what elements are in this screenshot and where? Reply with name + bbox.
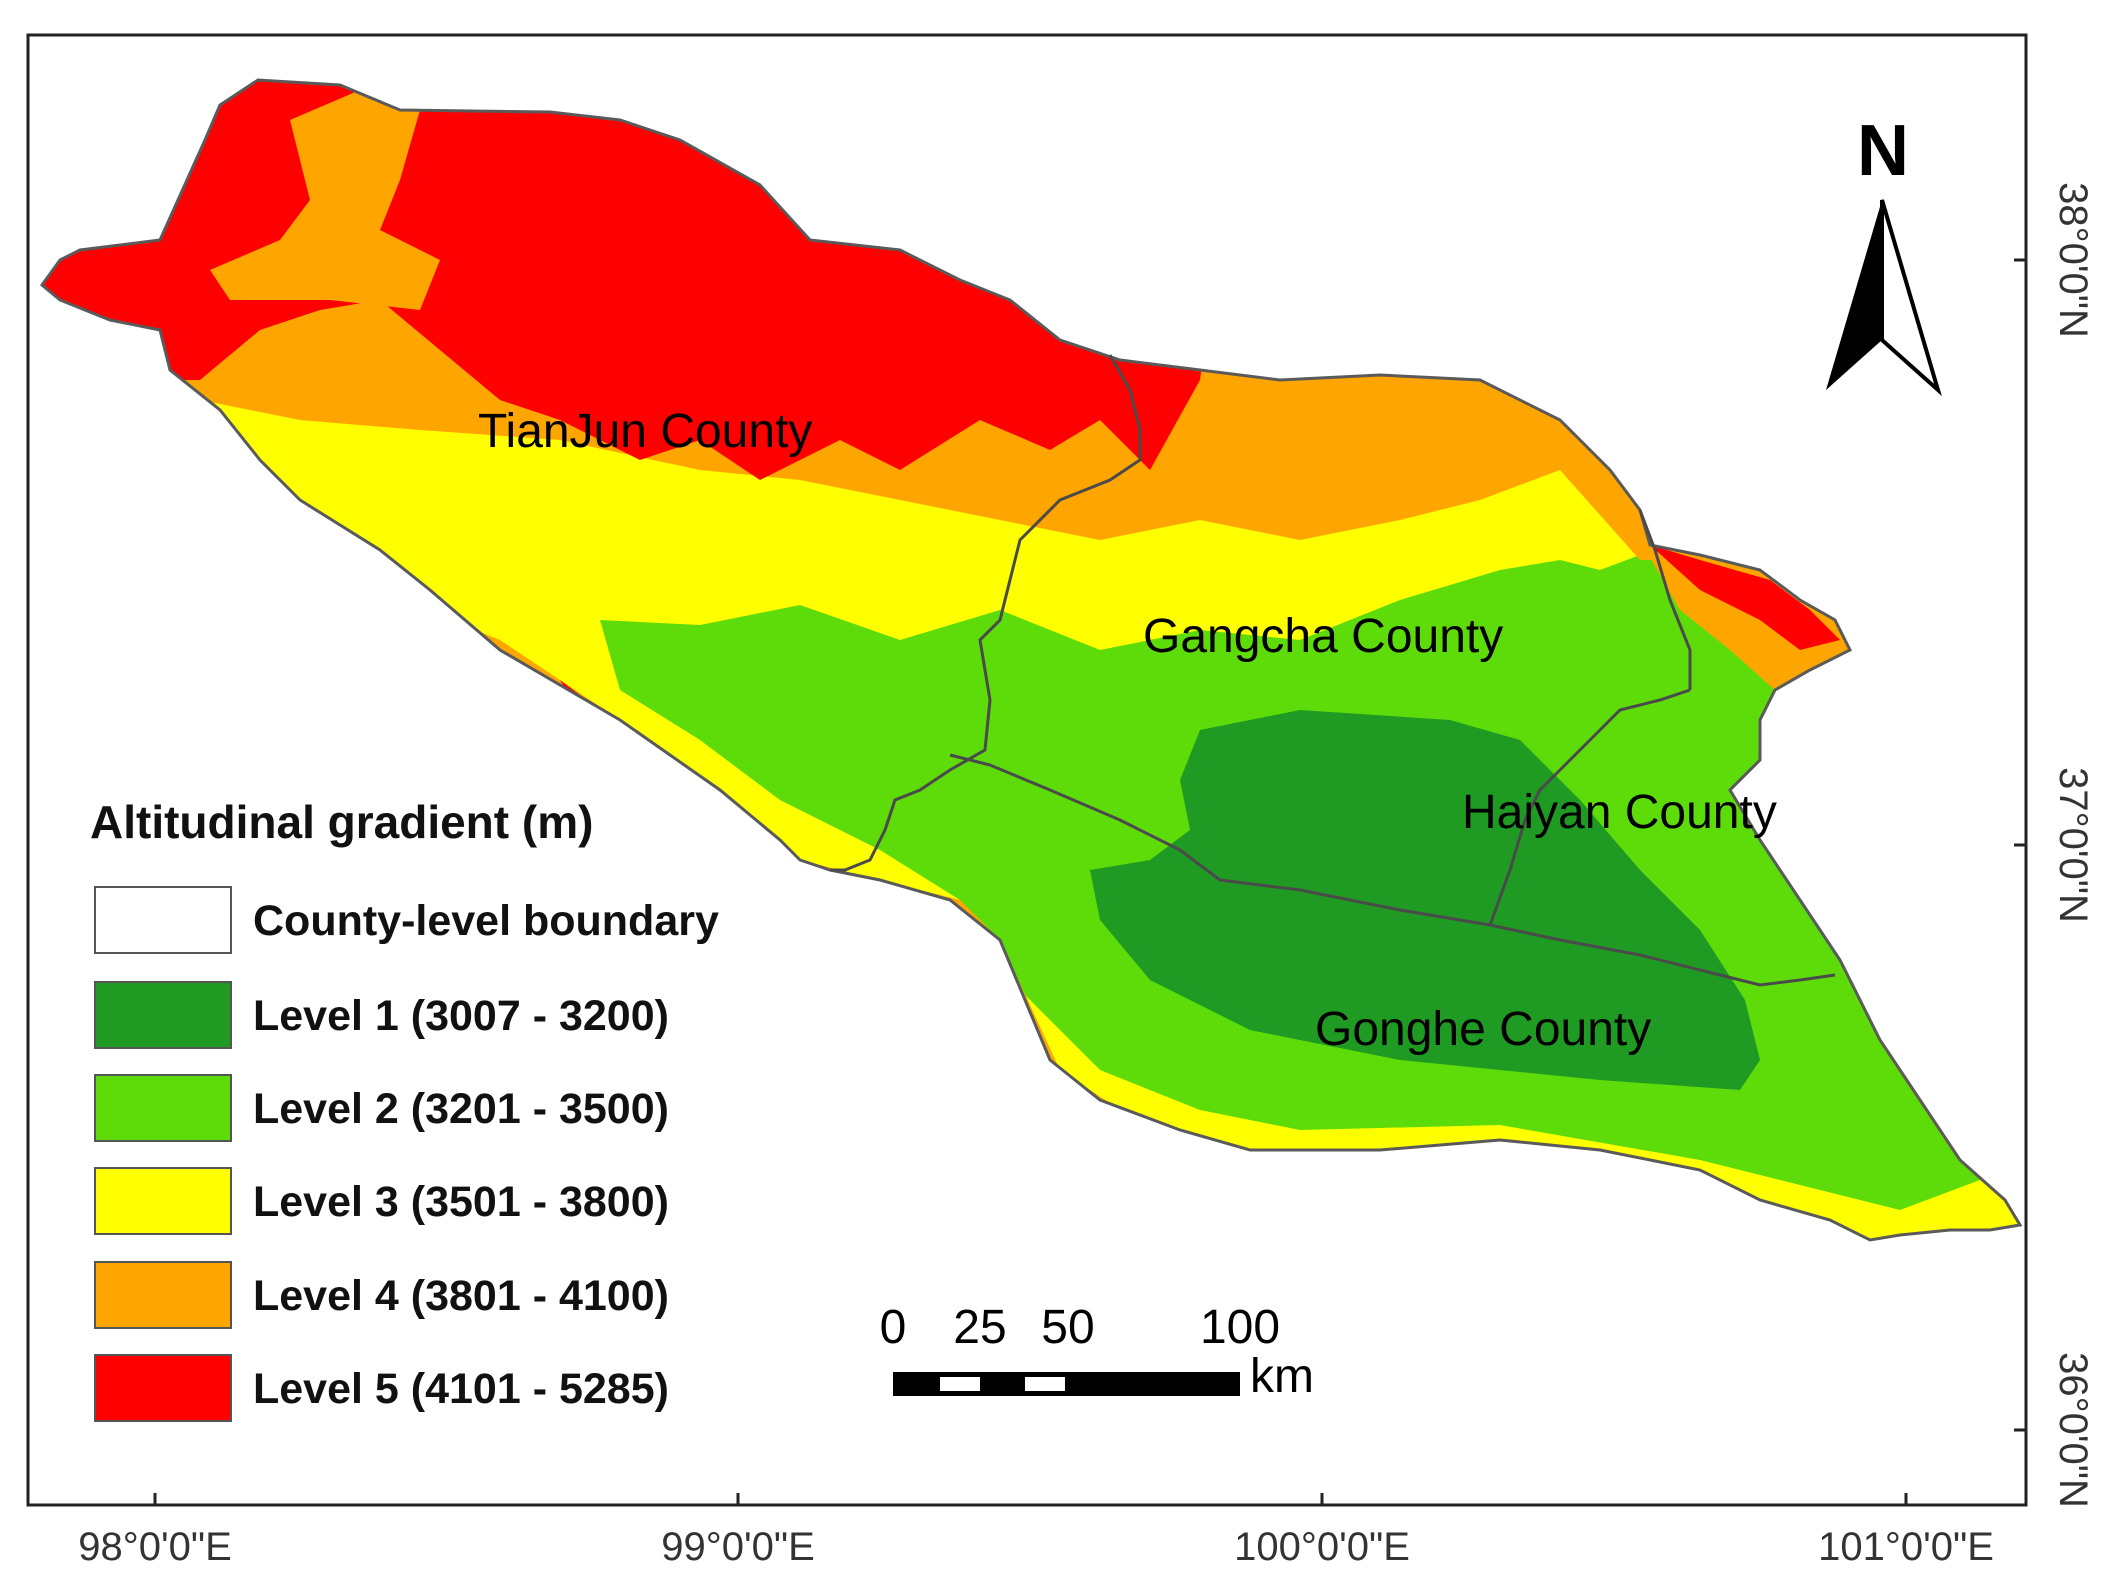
legend-title: Altitudinal gradient (m) — [90, 796, 593, 848]
longitude-tick-label: 98°0'0"E — [78, 1525, 232, 1569]
legend-label-level3: Level 3 (3501 - 3800) — [253, 1178, 669, 1226]
legend-swatch-level1 — [94, 981, 232, 1049]
scale-label: 25 — [953, 1301, 1006, 1354]
scale-bar-segment — [1025, 1377, 1065, 1391]
elevation-band-level1 — [1090, 710, 1760, 1090]
north-arrow: N — [1826, 111, 1942, 397]
county-boundary-haiyan-north — [1638, 509, 1692, 690]
legend-swatch-level3 — [94, 1167, 232, 1235]
county-label-gonghe: Gonghe County — [1315, 1003, 1651, 1056]
legend-label-boundary: County-level boundary — [253, 897, 719, 945]
legend: Altitudinal gradient (m) County-level bo… — [90, 796, 719, 1422]
latitude-tick-marks — [2014, 258, 2026, 1432]
county-boundary-gonghe-north — [949, 753, 1836, 987]
latitude-tick-label: 38°0'0"N — [2051, 182, 2095, 338]
elevation-band-level5-east — [1650, 545, 1840, 650]
scale-bar-segment — [940, 1377, 980, 1391]
county-boundary-tianjun-gangcha — [830, 354, 1142, 872]
scale-label: 100 — [1200, 1301, 1280, 1354]
longitude-tick-label: 101°0'0"E — [1818, 1525, 1994, 1569]
scale-unit: km — [1250, 1350, 1314, 1403]
legend-label-level4: Level 4 (3801 - 4100) — [253, 1272, 669, 1320]
legend-label-level2: Level 2 (3201 - 3500) — [253, 1085, 669, 1133]
study-area-outline — [39, 78, 2023, 1242]
north-arrow-icon-outline — [1880, 199, 1942, 397]
north-arrow-icon — [1826, 200, 1882, 390]
latitude-tick-label: 36°0'0"N — [2051, 1352, 2095, 1508]
scale-label: 50 — [1041, 1301, 1094, 1354]
legend-swatch-level4 — [94, 1261, 232, 1329]
legend-label-level1: Level 1 (3007 - 3200) — [253, 992, 669, 1040]
county-label-gangcha: Gangcha County — [1143, 610, 1503, 663]
county-boundary-haiyan-west — [1488, 688, 1691, 926]
legend-label-level5: Level 5 (4101 - 5285) — [253, 1365, 669, 1413]
longitude-tick-label: 100°0'0"E — [1234, 1525, 1410, 1569]
legend-swatch-boundary — [94, 886, 232, 954]
longitude-tick-marks — [153, 1493, 1908, 1505]
latitude-tick-label: 37°0'0"N — [2051, 767, 2095, 923]
legend-swatch-level5 — [94, 1354, 232, 1422]
legend-swatch-level2 — [94, 1074, 232, 1142]
county-label-haiyan: Haiyan County — [1462, 786, 1777, 839]
scale-bar: 0 25 50 100 km — [880, 1301, 1314, 1403]
scale-label: 0 — [880, 1301, 907, 1354]
county-label-tianjun: TianJun County — [478, 405, 812, 458]
elevation-band-level4-inlet — [210, 90, 440, 310]
north-arrow-label: N — [1857, 111, 1909, 191]
longitude-tick-label: 99°0'0"E — [661, 1525, 815, 1569]
